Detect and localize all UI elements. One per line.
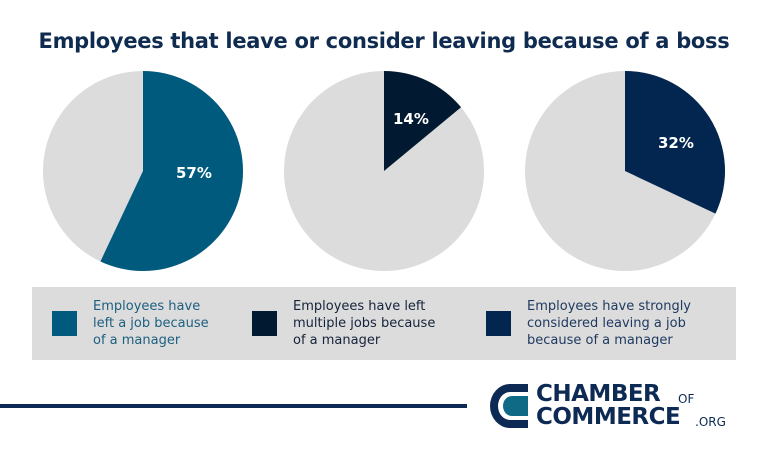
pie-data-label: 14% xyxy=(393,110,429,128)
legend-swatch xyxy=(486,311,511,336)
legend-line: Employees have left xyxy=(293,299,426,314)
legend-swatch xyxy=(252,311,277,336)
pie-data-label: 57% xyxy=(176,164,212,182)
logo-line2: COMMERCE xyxy=(536,404,681,430)
logo-line1-small: OF xyxy=(678,392,695,406)
logo-line1: CHAMBER xyxy=(536,381,661,407)
pie-data-label: 32% xyxy=(658,134,694,152)
pie-slice xyxy=(384,71,462,171)
legend-item-multiple-jobs: Employees have left multiple jobs becaus… xyxy=(252,287,435,360)
legend-line: left a job because xyxy=(93,316,209,331)
chamber-of-commerce-logo: CHAMBER OF COMMERCE .ORG xyxy=(488,380,748,432)
pie-slice xyxy=(100,71,243,271)
legend-line: because of a manager xyxy=(527,333,673,348)
legend-swatch xyxy=(52,311,77,336)
pie-slice xyxy=(625,71,725,214)
pie-svg xyxy=(525,71,725,271)
legend-label: Employees have left multiple jobs becaus… xyxy=(293,298,435,349)
divider-line xyxy=(0,404,467,408)
logo-c-icon xyxy=(490,384,528,428)
legend-line: of a manager xyxy=(93,333,181,348)
legend-item-left-a-job: Employees have left a job because of a m… xyxy=(52,287,209,360)
legend-line: Employees have xyxy=(93,299,201,314)
legend-line: of a manager xyxy=(293,333,381,348)
pie-chart-considered-leaving: 32% xyxy=(524,70,726,272)
chart-title: Employees that leave or consider leaving… xyxy=(38,29,730,53)
pie-chart-left-a-job: 57% xyxy=(42,70,244,272)
legend-line: multiple jobs because xyxy=(293,316,436,331)
legend-item-considered-leaving: Employees have strongly considered leavi… xyxy=(486,287,691,360)
pie-svg xyxy=(43,71,243,271)
legend-label: Employees have strongly considered leavi… xyxy=(527,298,691,349)
legend-line: considered leaving a job xyxy=(527,316,686,331)
legend-line: Employees have strongly xyxy=(527,299,691,314)
pie-svg xyxy=(284,71,484,271)
pie-chart-left-multiple-jobs: 14% xyxy=(283,70,485,272)
legend-label: Employees have left a job because of a m… xyxy=(93,298,209,349)
logo-line2-small: .ORG xyxy=(695,415,726,429)
legend: Employees have left a job because of a m… xyxy=(32,287,736,360)
